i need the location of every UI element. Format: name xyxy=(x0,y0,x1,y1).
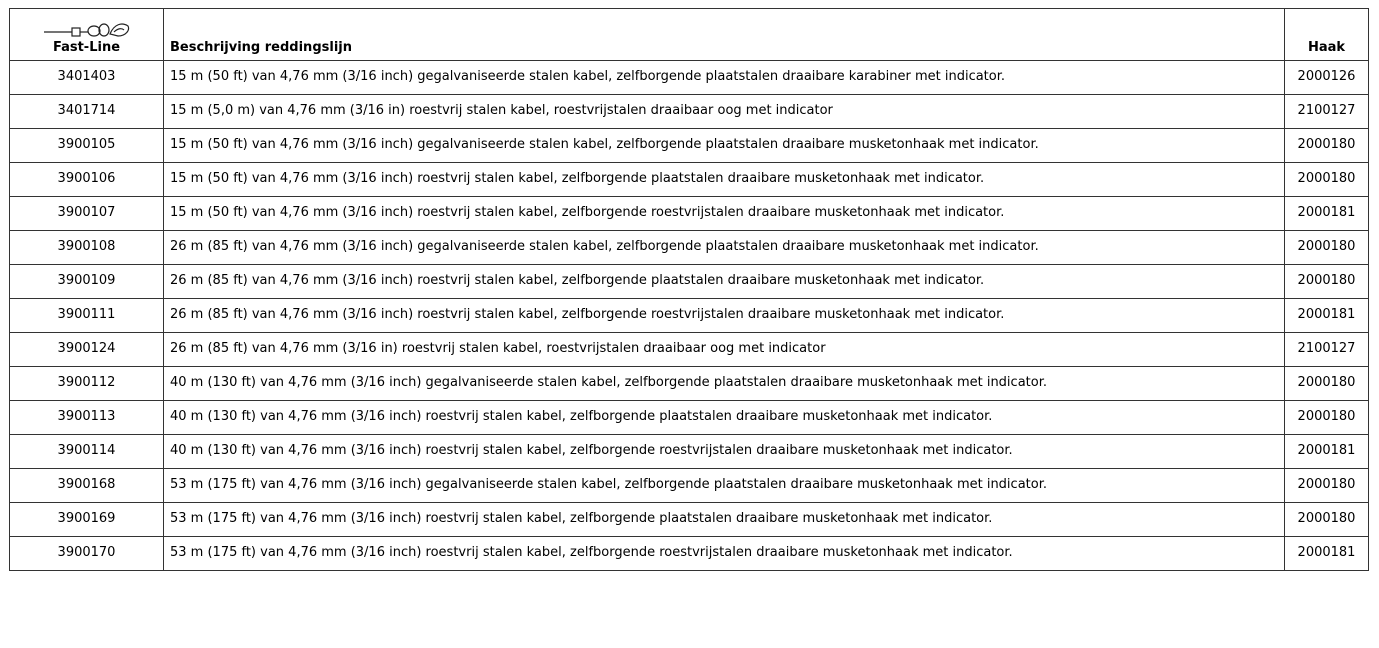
table-row: 3401714 15 m (5,0 m) van 4,76 mm (3/16 in… xyxy=(9,94,1369,129)
table-cell: 40 m (130 ft) van 4,76 mm (3/16 inch) ro… xyxy=(163,400,1285,435)
table-cell: 3900105 xyxy=(9,128,164,163)
table-cell: 3900169 xyxy=(9,502,164,537)
table-cell: 2000181 xyxy=(1284,196,1369,231)
lifeline-icon xyxy=(43,23,129,37)
table-cell: 3900170 xyxy=(9,536,164,571)
table-row: 3900111 26 m (85 ft) van 4,76 mm (3/16 in… xyxy=(9,298,1369,333)
table-row: 3900124 26 m (85 ft) van 4,76 mm (3/16 in… xyxy=(9,332,1369,367)
table-cell: 3900124 xyxy=(9,332,164,367)
table-cell: 2000180 xyxy=(1284,400,1369,435)
table-cell: 2000180 xyxy=(1284,128,1369,163)
table-cell: 53 m (175 ft) van 4,76 mm (3/16 inch) ge… xyxy=(163,468,1285,503)
table-row: 3900112 40 m (130 ft) van 4,76 mm (3/16 i… xyxy=(9,366,1369,401)
table-cell: 53 m (175 ft) van 4,76 mm (3/16 inch) ro… xyxy=(163,502,1285,537)
table-cell: 3900113 xyxy=(9,400,164,435)
table-row: 3900113 40 m (130 ft) van 4,76 mm (3/16 i… xyxy=(9,400,1369,435)
table-cell: 15 m (50 ft) van 4,76 mm (3/16 inch) roe… xyxy=(163,196,1285,231)
table-cell: 3900109 xyxy=(9,264,164,299)
table-cell: 2000181 xyxy=(1284,298,1369,333)
table-cell: 2000180 xyxy=(1284,468,1369,503)
table-cell: 40 m (130 ft) van 4,76 mm (3/16 inch) ro… xyxy=(163,434,1285,469)
table-cell: 3900108 xyxy=(9,230,164,265)
table-row: 3900109 26 m (85 ft) van 4,76 mm (3/16 in… xyxy=(9,264,1369,299)
table-cell: 40 m (130 ft) van 4,76 mm (3/16 inch) ge… xyxy=(163,366,1285,401)
table-row: 3900169 53 m (175 ft) van 4,76 mm (3/16 i… xyxy=(9,502,1369,537)
table-row: 3900114 40 m (130 ft) van 4,76 mm (3/16 i… xyxy=(9,434,1369,469)
table-cell: 2000181 xyxy=(1284,536,1369,571)
table-cell: 3900168 xyxy=(9,468,164,503)
table-cell: 3401714 xyxy=(9,94,164,129)
table-row: 3900107 15 m (50 ft) van 4,76 mm (3/16 in… xyxy=(9,196,1369,231)
header-cell: Beschrijving reddingslijn xyxy=(163,8,1285,61)
table-cell: 26 m (85 ft) van 4,76 mm (3/16 inch) roe… xyxy=(163,298,1285,333)
table-cell: 53 m (175 ft) van 4,76 mm (3/16 inch) ro… xyxy=(163,536,1285,571)
table-cell: 2000180 xyxy=(1284,366,1369,401)
table-cell: 2100127 xyxy=(1284,332,1369,367)
table-cell: 3900112 xyxy=(9,366,164,401)
table-row: 3900108 26 m (85 ft) van 4,76 mm (3/16 in… xyxy=(9,230,1369,265)
table-row: 3900105 15 m (50 ft) van 4,76 mm (3/16 in… xyxy=(9,128,1369,163)
table-cell: 15 m (5,0 m) van 4,76 mm (3/16 in) roest… xyxy=(163,94,1285,129)
table-cell: 2100127 xyxy=(1284,94,1369,129)
header-row: Fast-Line Beschrijving reddingslijn Haak xyxy=(9,8,1369,61)
table-cell: 2000180 xyxy=(1284,264,1369,299)
table-cell: 3401403 xyxy=(9,60,164,95)
table-row: 3900168 53 m (175 ft) van 4,76 mm (3/16 i… xyxy=(9,468,1369,503)
table-cell: 15 m (50 ft) van 4,76 mm (3/16 inch) roe… xyxy=(163,162,1285,197)
table-cell: 2000126 xyxy=(1284,60,1369,95)
table-cell: 3900111 xyxy=(9,298,164,333)
table-cell: 26 m (85 ft) van 4,76 mm (3/16 in) roest… xyxy=(163,332,1285,367)
table-cell: 15 m (50 ft) van 4,76 mm (3/16 inch) geg… xyxy=(163,60,1285,95)
table-cell: 2000180 xyxy=(1284,502,1369,537)
table-row: 3401403 15 m (50 ft) van 4,76 mm (3/16 in… xyxy=(9,60,1369,95)
header-cell: Fast-Line xyxy=(9,8,164,61)
table-cell: 26 m (85 ft) van 4,76 mm (3/16 inch) roe… xyxy=(163,264,1285,299)
table-cell: 2000181 xyxy=(1284,434,1369,469)
table-cell: 3900107 xyxy=(9,196,164,231)
table-cell: 2000180 xyxy=(1284,162,1369,197)
product-table: Fast-Line Beschrijving reddingslijn Haak… xyxy=(9,8,1369,571)
header-cell: Haak xyxy=(1284,8,1369,61)
table-cell: 2000180 xyxy=(1284,230,1369,265)
table-cell: 26 m (85 ft) van 4,76 mm (3/16 inch) geg… xyxy=(163,230,1285,265)
table-row: 3900106 15 m (50 ft) van 4,76 mm (3/16 in… xyxy=(9,162,1369,197)
table-cell: 15 m (50 ft) van 4,76 mm (3/16 inch) geg… xyxy=(163,128,1285,163)
table-cell: 3900106 xyxy=(9,162,164,197)
header-text: Fast-Line xyxy=(52,40,121,55)
table-row: 3900170 53 m (175 ft) van 4,76 mm (3/16 i… xyxy=(9,536,1369,571)
table-cell: 3900114 xyxy=(9,434,164,469)
